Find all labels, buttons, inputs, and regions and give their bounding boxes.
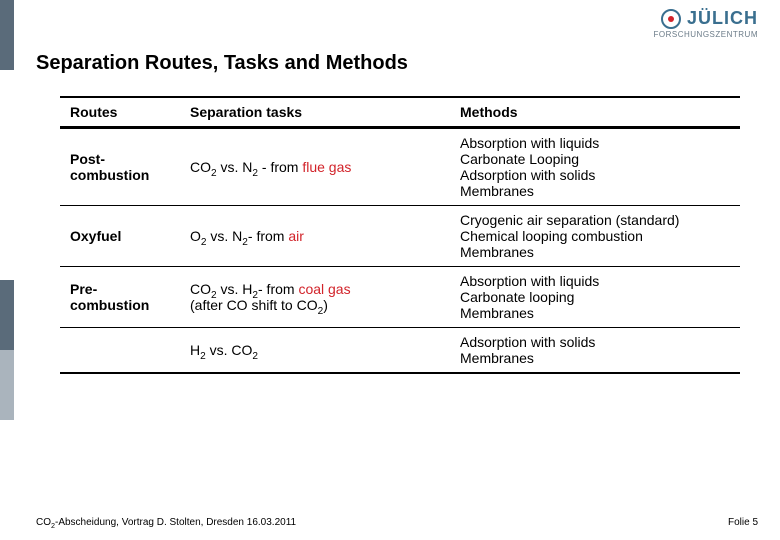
footer-right: Folie 5 xyxy=(728,517,758,528)
route-cell: Post-combustion xyxy=(60,128,180,206)
table-row: H2 vs. CO2Adsorption with solidsMembrane… xyxy=(60,328,740,374)
methods-cell: Cryogenic air separation (standard)Chemi… xyxy=(450,206,740,267)
table-row: Post-combustionCO2 vs. N2 - from flue ga… xyxy=(60,128,740,206)
route-cell xyxy=(60,328,180,374)
logo: JÜLICH FORSCHUNGSZENTRUM xyxy=(654,8,759,39)
page-title: Separation Routes, Tasks and Methods xyxy=(36,52,408,75)
methods-cell: Absorption with liquidsCarbonate looping… xyxy=(450,267,740,328)
methods-cell: Adsorption with solidsMembranes xyxy=(450,328,740,374)
separation-table: Routes Separation tasks Methods Post-com… xyxy=(60,96,740,374)
logo-mark-icon xyxy=(661,9,681,29)
task-cell: CO2 vs. H2- from coal gas(after CO shift… xyxy=(180,267,450,328)
table-row: OxyfuelO2 vs. N2- from airCryogenic air … xyxy=(60,206,740,267)
col-routes: Routes xyxy=(60,97,180,128)
route-cell: Oxyfuel xyxy=(60,206,180,267)
task-cell: CO2 vs. N2 - from flue gas xyxy=(180,128,450,206)
footer: CO2-Abscheidung, Vortrag D. Stolten, Dre… xyxy=(36,517,758,528)
table-row: Pre-combustionCO2 vs. H2- from coal gas(… xyxy=(60,267,740,328)
table-header-row: Routes Separation tasks Methods xyxy=(60,97,740,128)
task-cell: O2 vs. N2- from air xyxy=(180,206,450,267)
route-cell: Pre-combustion xyxy=(60,267,180,328)
task-cell: H2 vs. CO2 xyxy=(180,328,450,374)
methods-cell: Absorption with liquidsCarbonate Looping… xyxy=(450,128,740,206)
footer-left: CO2-Abscheidung, Vortrag D. Stolten, Dre… xyxy=(36,517,296,528)
decorative-sidebar xyxy=(0,0,14,540)
col-tasks: Separation tasks xyxy=(180,97,450,128)
slide: JÜLICH FORSCHUNGSZENTRUM Separation Rout… xyxy=(0,0,780,540)
col-methods: Methods xyxy=(450,97,740,128)
logo-text: JÜLICH xyxy=(687,8,758,29)
logo-subtitle: FORSCHUNGSZENTRUM xyxy=(654,30,759,39)
